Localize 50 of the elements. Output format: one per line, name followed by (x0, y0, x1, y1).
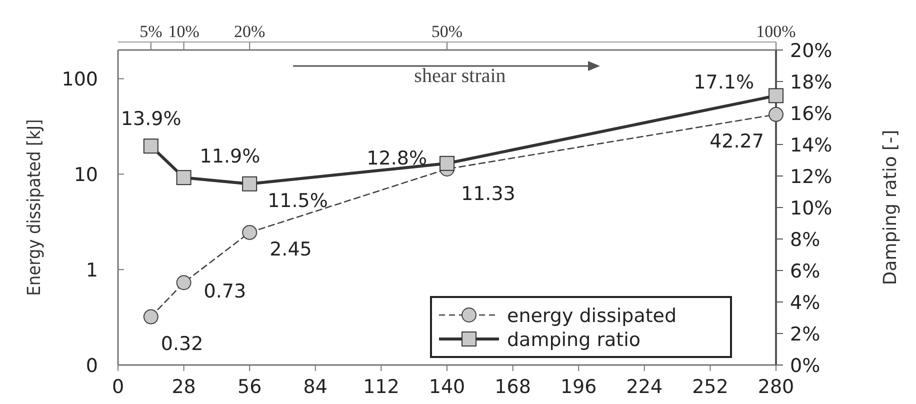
x2-tick-label: 20% (234, 22, 266, 41)
annotation: shear strain (414, 65, 506, 87)
data-label: 11.33 (461, 182, 516, 205)
data-label: 11.5% (268, 190, 328, 212)
y-tick-label: 100 (62, 68, 98, 91)
y2-tick-label: 4% (790, 292, 820, 314)
data-label: 0.32 (160, 332, 204, 355)
x-tick-label: 112 (363, 376, 400, 398)
y2-tick-label: 12% (790, 166, 832, 188)
y2-tick-label: 6% (790, 260, 820, 282)
y2-tick-label: 18% (790, 72, 832, 94)
data-label: 42.27 (710, 130, 764, 152)
y-tick-label: 10 (74, 164, 98, 186)
y-axis-title: Energy dissipated [kJ] (24, 119, 45, 296)
data-label: 12.8% (366, 147, 427, 170)
x-tick-label: 168 (494, 376, 531, 398)
x-tick-label: 280 (758, 376, 794, 398)
y2-axis-title: Damping ratio [-] (880, 130, 901, 286)
point (176, 275, 192, 290)
legend-label: damping ratio (507, 329, 641, 351)
data-label: 17.1% (694, 72, 754, 94)
y-tick-label: 1 (86, 260, 98, 282)
x-tick-label: 56 (238, 376, 262, 398)
y2-tick-label: 16% (790, 103, 832, 125)
x-tick-label: 84 (303, 376, 328, 398)
data-label: 2.45 (270, 238, 312, 260)
y-tick-label: 0 (86, 355, 98, 377)
x2-tick-label: 100% (756, 22, 796, 41)
data-label: 0.73 (204, 280, 246, 303)
legend-label: energy dissipated (507, 305, 677, 327)
x-tick-label: 196 (560, 376, 597, 398)
data-label: 11.9% (200, 146, 260, 168)
y2-tick-label: 2% (790, 324, 820, 346)
x-tick-label: 252 (692, 376, 728, 398)
y2-tick-label: 8% (790, 229, 820, 251)
x-tick-label: 224 (626, 376, 663, 398)
data-label: 13.9% (120, 108, 182, 130)
point (242, 224, 258, 240)
x-tick-label: 28 (172, 376, 196, 398)
point (143, 309, 158, 324)
x2-tick-label: 50% (431, 22, 463, 41)
y2-tick-label: 20% (790, 40, 832, 62)
y2-tick-label: 14% (790, 134, 832, 156)
x2-tick-label: 10% (168, 22, 200, 41)
x2-tick-label: 5% (140, 22, 162, 41)
x-tick-label: 0 (112, 376, 124, 398)
point (768, 106, 784, 122)
y2-tick-label: 0% (790, 355, 820, 377)
y2-tick-label: 10% (790, 198, 832, 220)
x-tick-label: 140 (428, 376, 466, 398)
